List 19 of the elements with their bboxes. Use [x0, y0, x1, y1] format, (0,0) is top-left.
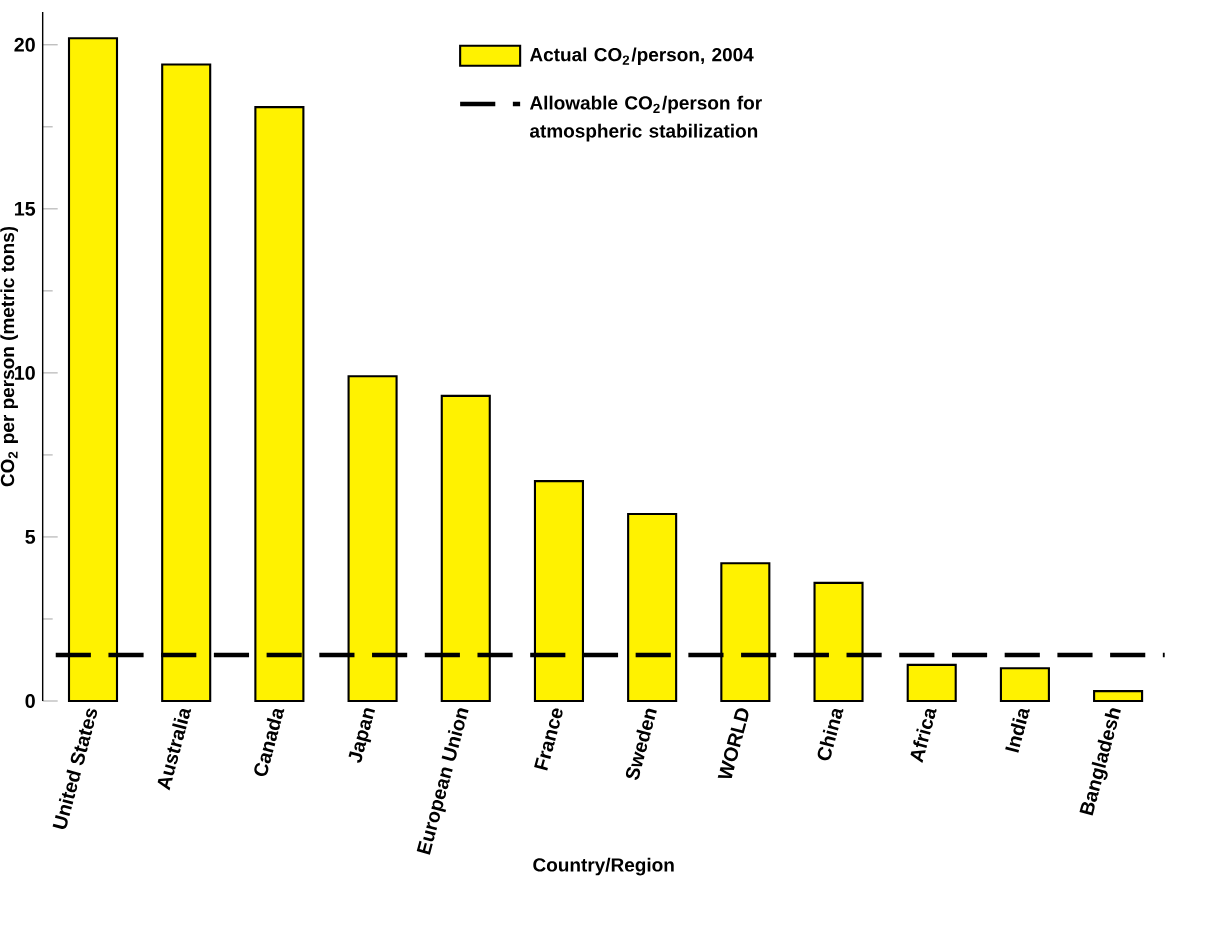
bar [1093, 690, 1144, 703]
y-tick-label: 0 [25, 694, 35, 708]
x-tick-label: Africa [910, 708, 937, 763]
x-tick-label: United States [52, 708, 98, 829]
x-tick-label: WORLD [717, 708, 749, 778]
legend-label: Allowable CO$_{2}$/person for atmospheric stabilization [529, 95, 762, 142]
x-tick-label: Japan [348, 708, 376, 763]
y-tick-label: 5 [25, 530, 36, 544]
x-axis-title: Country/Region [533, 857, 674, 876]
legend-label: Actual CO$_{2}$/person, 2004 [529, 47, 754, 66]
x-tick-label: France [534, 708, 563, 771]
x-tick-label: Sweden [625, 708, 657, 780]
bar [906, 663, 957, 703]
x-tick-label: China [817, 708, 844, 761]
x-tick-label: Canada [254, 708, 285, 777]
y-tick-label: 20 [14, 37, 35, 52]
x-tick-label: India [1005, 708, 1030, 753]
y-tick-label: 15 [14, 201, 36, 216]
bar [999, 667, 1050, 703]
